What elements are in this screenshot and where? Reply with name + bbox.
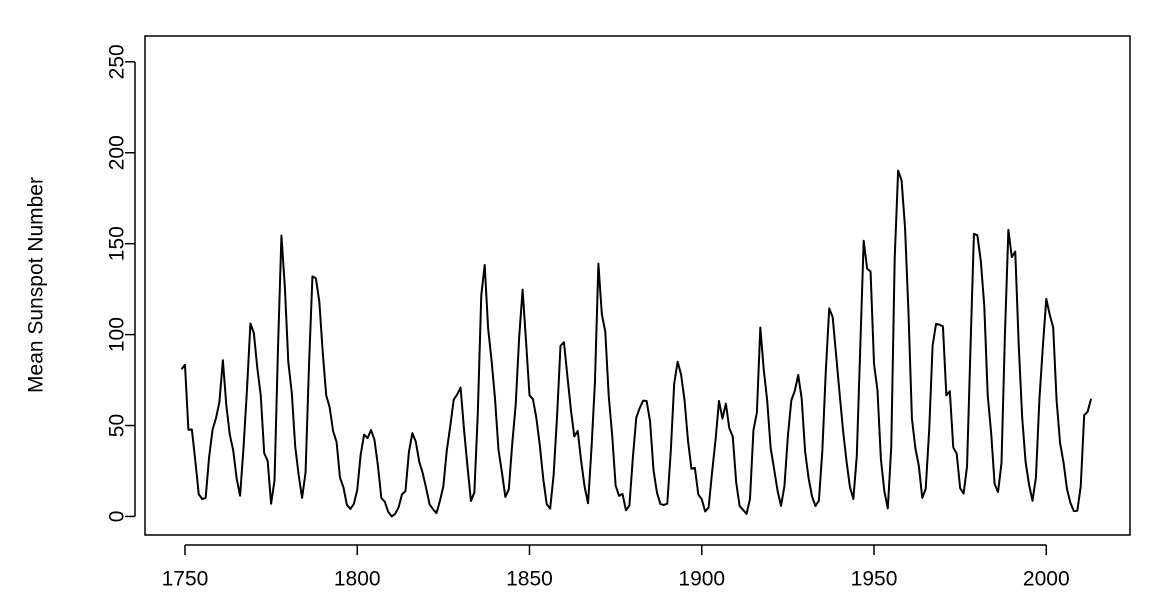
x-tick-label: 1800	[334, 568, 381, 591]
y-tick-label: 200	[106, 135, 129, 170]
x-tick-label: 1950	[851, 568, 898, 591]
y-tick-label: 50	[106, 414, 129, 437]
data-line	[180, 169, 1093, 518]
x-tick-label: 1750	[162, 568, 209, 591]
x-tick-label: 2000	[1023, 568, 1070, 591]
y-axis-label: Mean Sunspot Number	[25, 177, 48, 393]
plot-frame	[144, 35, 1131, 536]
x-tick-label: 1850	[506, 568, 553, 591]
y-tick-label: 250	[106, 44, 129, 79]
y-tick-label: 100	[106, 317, 129, 352]
x-tick-label: 1900	[678, 568, 725, 591]
y-tick-label: 150	[106, 226, 129, 261]
y-tick-label: 0	[106, 511, 129, 523]
